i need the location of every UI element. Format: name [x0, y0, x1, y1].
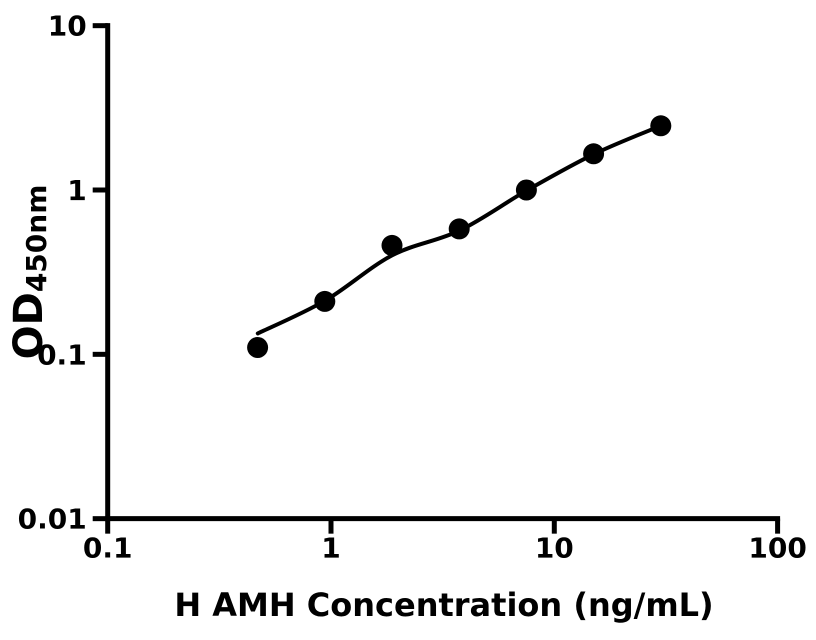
x-tick-label: 100 — [748, 532, 806, 565]
axis-ticks — [92, 23, 781, 534]
y-axis-title: OD450nm — [6, 185, 53, 360]
x-tick-label: 10 — [535, 532, 574, 565]
y-tick-label: 1 — [67, 174, 86, 207]
data-point — [448, 218, 470, 240]
data-point — [583, 143, 605, 165]
data-point — [515, 179, 537, 201]
y-tick-label: 0.01 — [18, 503, 87, 536]
x-axis-title: H AMH Concentration (ng/mL) — [174, 586, 713, 624]
y-axis-title-main: OD — [6, 292, 52, 359]
x-tick-label: 1 — [321, 532, 340, 565]
x-tick-label: 0.1 — [83, 532, 133, 565]
data-points — [247, 115, 672, 358]
data-point — [247, 337, 269, 358]
y-tick-label: 10 — [48, 10, 87, 43]
data-point — [650, 115, 672, 137]
y-axis-title-sub: 450nm — [20, 185, 53, 293]
data-point — [314, 290, 336, 312]
axes — [105, 23, 781, 522]
data-point — [381, 234, 403, 256]
y-tick-label: 0.1 — [37, 338, 87, 371]
